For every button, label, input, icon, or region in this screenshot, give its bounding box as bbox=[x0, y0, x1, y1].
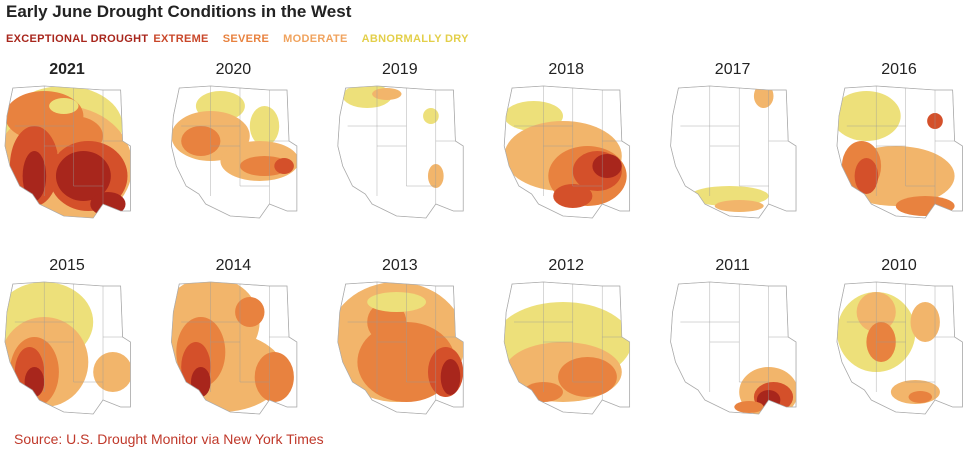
drought-area bbox=[90, 192, 126, 216]
drought-area bbox=[908, 391, 933, 403]
drought-area bbox=[22, 151, 47, 201]
drought-area bbox=[254, 352, 294, 402]
map-year: 2020 bbox=[216, 61, 252, 78]
drought-area bbox=[714, 200, 764, 212]
drought-areas bbox=[5, 86, 131, 218]
drought-area bbox=[895, 196, 955, 216]
map-year: 2013 bbox=[382, 257, 418, 274]
drought-area bbox=[274, 158, 294, 174]
drought-area bbox=[235, 297, 265, 327]
map-border bbox=[171, 281, 298, 415]
title: Early June Drought Conditions in the Wes… bbox=[6, 2, 352, 21]
drought-area bbox=[49, 98, 79, 114]
drought-areas bbox=[504, 302, 630, 402]
drought-area bbox=[181, 126, 221, 156]
map-border bbox=[503, 281, 630, 415]
drought-area bbox=[592, 154, 622, 178]
map-border bbox=[836, 85, 963, 219]
drought-map bbox=[4, 281, 131, 415]
drought-map bbox=[670, 85, 797, 219]
map-border bbox=[171, 85, 298, 219]
drought-map bbox=[503, 281, 631, 415]
drought-map bbox=[836, 281, 963, 415]
drought-map bbox=[670, 281, 797, 415]
drought-areas bbox=[837, 91, 955, 216]
legend-label: ABNORMALLY DRY bbox=[362, 33, 469, 45]
map-year: 2015 bbox=[49, 257, 85, 274]
source: Source: U.S. Drought Monitor via New Yor… bbox=[14, 431, 324, 447]
drought-area bbox=[553, 184, 593, 208]
drought-map bbox=[337, 281, 464, 415]
legend-label: MODERATE bbox=[283, 33, 348, 45]
drought-area bbox=[440, 359, 461, 395]
drought-map bbox=[337, 85, 464, 219]
drought-area bbox=[734, 401, 764, 413]
map-year: 2011 bbox=[715, 257, 750, 274]
map-year: 2019 bbox=[382, 61, 418, 78]
drought-area bbox=[423, 108, 439, 124]
drought-area bbox=[93, 352, 131, 392]
map-border bbox=[670, 85, 797, 219]
drought-area bbox=[367, 292, 426, 312]
map-year: 2016 bbox=[881, 61, 917, 78]
drought-area bbox=[558, 357, 617, 397]
drought-map bbox=[4, 85, 131, 219]
drought-map bbox=[503, 85, 631, 219]
drought-area bbox=[837, 91, 901, 141]
map-year: 2012 bbox=[548, 257, 584, 274]
drought-area bbox=[910, 302, 940, 342]
map-year: 2021 bbox=[49, 61, 85, 78]
drought-areas bbox=[342, 86, 444, 188]
map-year: 2010 bbox=[881, 257, 917, 274]
legend-label: EXCEPTIONAL DROUGHT bbox=[6, 33, 148, 45]
drought-area bbox=[854, 158, 879, 194]
drought-map bbox=[171, 85, 298, 219]
map-border bbox=[4, 281, 131, 415]
legend-label: EXTREME bbox=[153, 33, 208, 45]
map-border bbox=[337, 85, 464, 219]
map-year: 2017 bbox=[715, 61, 751, 78]
map-border bbox=[670, 281, 797, 415]
map-year: 2014 bbox=[216, 257, 252, 274]
map-border bbox=[503, 85, 630, 219]
map-border bbox=[836, 281, 963, 415]
drought-map bbox=[171, 281, 298, 415]
drought-map bbox=[836, 85, 963, 219]
map-grid: 2021 2020 2019 2018 2017 2016 2015 2014 2013 2012… bbox=[4, 61, 963, 415]
drought-area bbox=[372, 88, 402, 100]
legend: EXCEPTIONAL DROUGHT EXTREME SEVERE MODERATE… bbox=[6, 33, 469, 45]
drought-areas bbox=[504, 101, 627, 208]
drought-area bbox=[249, 106, 280, 146]
map-year: 2018 bbox=[548, 61, 584, 78]
map-border bbox=[4, 85, 131, 219]
drought-area bbox=[753, 86, 774, 108]
drought-area bbox=[55, 151, 111, 201]
map-border bbox=[337, 281, 464, 415]
legend-label: SEVERE bbox=[223, 33, 269, 45]
